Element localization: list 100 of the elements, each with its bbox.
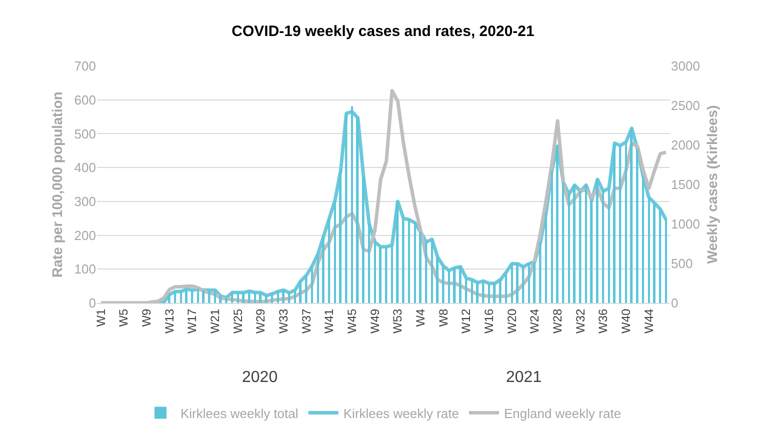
bar <box>197 288 199 303</box>
bar <box>613 143 616 303</box>
bar <box>305 275 308 303</box>
bar <box>191 290 194 303</box>
y2-axis-title: Weekly cases (Kirklees) <box>704 105 720 264</box>
x-tick-label: W13 <box>162 308 176 334</box>
x-tick-label: W1 <box>94 308 108 327</box>
y2-tick-label: 2500 <box>671 98 700 114</box>
bar <box>396 201 399 303</box>
bar <box>471 279 473 303</box>
bar <box>505 272 508 303</box>
bar <box>271 294 274 303</box>
bar <box>585 185 587 303</box>
text: 2020 <box>242 369 278 386</box>
x-tick-label: W37 <box>299 308 314 334</box>
x-tick-label: W20 <box>504 308 519 334</box>
y2-tick-label: 1500 <box>671 177 700 192</box>
x-tick-label: W21 <box>208 308 222 334</box>
text: 2021 <box>506 369 542 386</box>
bar <box>579 190 582 303</box>
bar <box>385 246 388 303</box>
bar <box>379 246 382 303</box>
chart-title: COVID-19 weekly cases and rates, 2020-21 <box>232 23 534 40</box>
bar <box>180 291 182 303</box>
bar <box>630 128 633 303</box>
y-tick-label: 0 <box>88 296 96 311</box>
bar <box>419 232 422 303</box>
x-tick-label: W41 <box>322 308 336 334</box>
bar <box>168 294 170 303</box>
bar <box>362 176 364 303</box>
bar <box>602 190 604 303</box>
bar <box>453 267 456 303</box>
x-tick-label: W44 <box>642 308 656 334</box>
bar <box>214 290 216 303</box>
bar <box>265 296 268 303</box>
bar <box>231 292 234 303</box>
y2-tick-label: 0 <box>671 296 678 311</box>
bar <box>425 242 428 303</box>
bar <box>568 194 570 303</box>
bar <box>242 292 245 303</box>
bar <box>237 292 239 303</box>
y-tick-label: 200 <box>74 228 96 243</box>
bar <box>219 296 222 303</box>
bar <box>642 176 644 303</box>
bar <box>590 200 593 303</box>
bar <box>225 297 228 303</box>
bar <box>533 262 536 303</box>
bar <box>551 170 553 303</box>
bar <box>608 188 610 303</box>
bar <box>356 117 359 303</box>
bar <box>408 219 410 303</box>
bar <box>317 254 319 303</box>
bar <box>202 290 205 303</box>
bar <box>328 218 330 303</box>
bar <box>596 178 598 303</box>
y2-tick-label: 500 <box>671 256 693 272</box>
bar <box>436 257 439 303</box>
bar <box>322 236 324 303</box>
bar <box>248 291 250 303</box>
bar <box>465 278 468 303</box>
x-tick-label: W28 <box>550 308 564 334</box>
x-tick-label: W29 <box>254 308 268 334</box>
bar <box>448 270 450 303</box>
bar <box>476 282 479 303</box>
bar <box>402 218 404 303</box>
bar <box>665 219 667 303</box>
bar <box>288 292 290 303</box>
bar <box>545 212 548 303</box>
bar <box>368 224 370 303</box>
x-tick-label: W49 <box>368 308 382 334</box>
bar <box>636 148 638 303</box>
bar <box>459 266 462 303</box>
bar <box>556 146 558 303</box>
bar <box>539 242 542 303</box>
bar <box>311 266 314 303</box>
y-axis-title: Rate per 100,000 population <box>48 92 65 278</box>
legend-label: Kirklees weekly rate <box>343 406 459 421</box>
x-tick-label: W9 <box>140 308 154 327</box>
bar <box>294 290 296 303</box>
x-tick-label: W5 <box>116 308 131 327</box>
x-tick-label: W33 <box>276 308 291 334</box>
y-tick-label: 100 <box>74 262 96 277</box>
bar <box>254 292 256 303</box>
bar <box>488 283 490 303</box>
bar <box>499 279 502 303</box>
bar <box>653 202 656 303</box>
bar <box>659 208 662 303</box>
x-tick-label: W25 <box>230 308 245 334</box>
bar <box>334 200 336 303</box>
y-tick-label: 300 <box>74 194 96 209</box>
bar <box>391 245 393 303</box>
x-tick-label: W45 <box>345 308 360 334</box>
y2-tick-label: 1000 <box>671 216 700 232</box>
bar <box>174 291 176 303</box>
x-tick-label: W40 <box>618 308 633 334</box>
bar <box>648 197 650 303</box>
bar <box>442 266 444 303</box>
bar <box>339 170 342 303</box>
bar <box>299 280 302 303</box>
bar <box>345 113 348 303</box>
